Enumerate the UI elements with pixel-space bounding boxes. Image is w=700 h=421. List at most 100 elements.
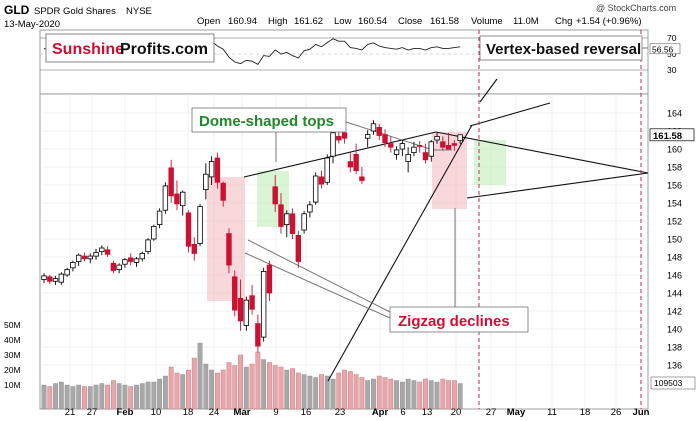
price-tick-label: 154 — [667, 199, 682, 209]
price-tick-label: 156 — [667, 181, 682, 191]
candle-body — [58, 273, 65, 283]
candle-body — [249, 295, 255, 310]
volume-bars — [41, 342, 463, 410]
rsi-last-tag — [649, 43, 681, 55]
vertex-pointer — [642, 47, 648, 49]
candle-body — [301, 213, 307, 231]
volume-bar — [64, 384, 70, 410]
open-label: Open — [197, 16, 220, 27]
volume-bar — [180, 374, 186, 410]
volume-bar — [238, 354, 243, 410]
volume-bar — [87, 386, 93, 410]
candle-body — [93, 252, 99, 257]
last-price-label: 161.58 — [653, 131, 682, 142]
candle-body — [180, 191, 186, 207]
candle-body — [70, 261, 76, 269]
volume-bar — [272, 365, 278, 410]
volume-bar — [53, 383, 58, 410]
candle-body — [260, 270, 267, 338]
volume-bar — [371, 378, 376, 410]
candle-body — [191, 243, 197, 254]
chg-value: +1.54 (+0.96%) — [576, 16, 642, 27]
volume-bar — [319, 374, 324, 410]
price-candles — [41, 120, 463, 353]
volume-bar — [457, 383, 463, 410]
candle-body — [393, 149, 400, 155]
candle-body — [151, 225, 157, 240]
volume-bar — [376, 375, 382, 410]
candle-body — [451, 143, 458, 146]
candle-body — [307, 204, 313, 213]
candle-body — [411, 146, 417, 153]
volume-bar — [174, 372, 180, 410]
volume-bar — [191, 357, 197, 410]
volume-bar — [134, 384, 139, 410]
volume-value: 11.0M — [513, 16, 539, 27]
volume-bar — [411, 380, 417, 410]
volume-bar — [284, 369, 290, 410]
date-tick-label: 11 — [547, 407, 557, 418]
price-tick-label: 164 — [667, 109, 682, 119]
upper-trendline-left — [243, 131, 437, 178]
high-value: 161.62 — [294, 16, 323, 27]
candle-body — [399, 143, 406, 150]
candle-body — [203, 173, 209, 190]
zigzag-callout-text: Zigzag declines — [398, 313, 510, 330]
volume-bar — [243, 366, 249, 410]
volume-bar — [382, 377, 388, 410]
volume-bar — [99, 383, 105, 410]
stockcharts-watermark: @ StockCharts.com — [596, 3, 676, 13]
close-label: Close — [398, 16, 422, 27]
rsi-last-label: 56.56 — [652, 44, 674, 54]
date-tick-label: 27 — [87, 407, 98, 418]
volume-bar — [451, 380, 457, 410]
candle-body — [347, 161, 354, 168]
date-tick-label: 13 — [422, 407, 433, 418]
volume-bar — [93, 384, 99, 410]
candle-body — [208, 161, 215, 178]
volume-bar — [151, 381, 157, 410]
candle-body — [364, 134, 371, 139]
candle-body — [388, 143, 394, 148]
price-tick-label: 160 — [667, 145, 682, 155]
candle-body — [255, 323, 261, 347]
candle-body — [272, 186, 278, 205]
candle-body — [110, 262, 117, 271]
candle-body — [133, 258, 140, 263]
candle-body — [226, 233, 232, 266]
date-tick-label: Jun — [633, 407, 650, 418]
volume-bar — [226, 362, 232, 410]
candle-body — [416, 144, 423, 147]
zigzag-pointer-1 — [247, 239, 391, 313]
candle-body — [168, 167, 174, 197]
candle-body — [266, 264, 273, 294]
volume-bar — [359, 377, 365, 410]
volume-bar — [295, 372, 301, 410]
candle-body — [139, 252, 145, 260]
candle-body — [330, 132, 336, 157]
candle-body — [127, 257, 134, 262]
volume-bar — [423, 378, 428, 410]
volume-bar — [440, 378, 446, 410]
date-tick-label: 6 — [400, 407, 405, 418]
security-name: SPDR Gold Shares — [34, 6, 116, 17]
volume-bar — [214, 372, 220, 410]
volume-bar — [197, 342, 203, 410]
candle-body — [405, 153, 411, 162]
candle-body — [445, 144, 452, 150]
chg-label: Chg — [555, 16, 572, 27]
volume-bar — [209, 369, 215, 410]
rising-support-line — [327, 124, 473, 382]
volume-bar — [365, 380, 371, 410]
candle-body — [336, 135, 342, 141]
candle-body — [122, 259, 128, 265]
brand-part1: Sunshine — [52, 41, 124, 58]
candle-body — [312, 175, 319, 203]
date-tick-label: 16 — [301, 407, 312, 418]
candle-body — [243, 299, 249, 326]
candle-body — [162, 185, 169, 211]
date-tick-label: Mar — [234, 407, 251, 418]
date-label: 13-May-2020 — [4, 19, 60, 30]
